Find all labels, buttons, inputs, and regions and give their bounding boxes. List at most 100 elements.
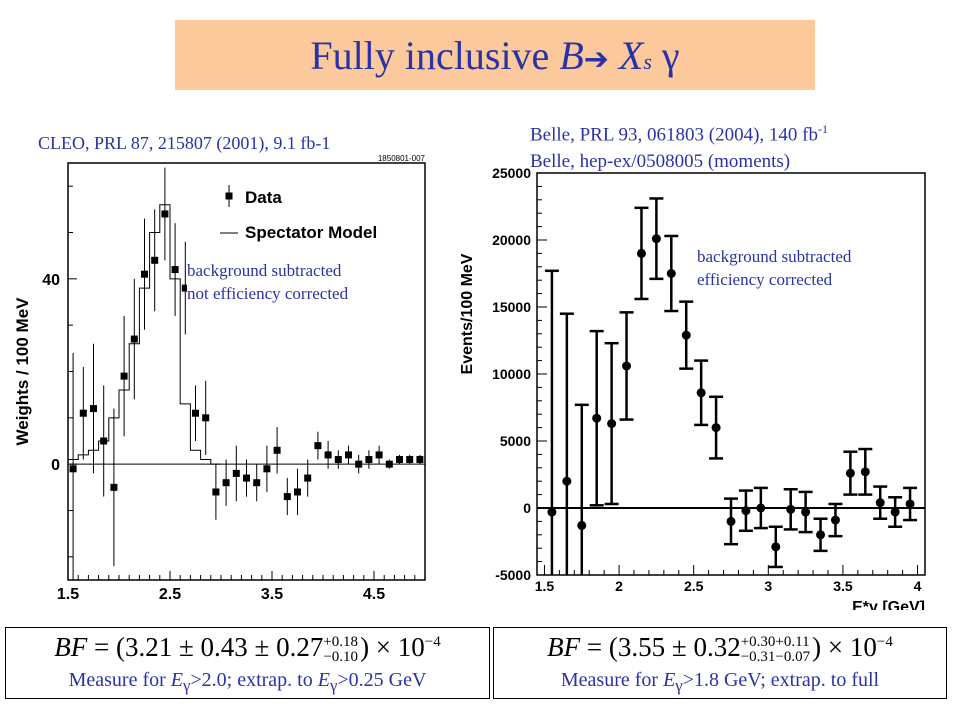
- cleo-data-point: [181, 284, 189, 292]
- title-text: Fully inclusive: [310, 33, 560, 78]
- cleo-data-point: [79, 409, 87, 417]
- cleo-legend-data-label: Data: [245, 188, 282, 207]
- bf-measure-cleo: Measure for Eγ>2.0; extrap. to Eγ>0.25 G…: [6, 669, 489, 696]
- belle-x-tick-label: 1.5: [535, 578, 555, 594]
- cleo-data-point: [304, 474, 312, 482]
- cleo-note: background subtracted not efficiency cor…: [187, 259, 349, 305]
- title-s-subscript: s: [643, 49, 652, 74]
- cleo-data-point: [192, 409, 199, 417]
- belle-y-tick-label: 20000: [492, 232, 531, 248]
- belle-data-point: [622, 361, 632, 371]
- cleo-data-point: [365, 456, 373, 464]
- cleo-data-point: [130, 335, 138, 343]
- belle-y-axis-label: Events/100 MeV: [459, 253, 476, 374]
- cleo-data-point: [212, 488, 220, 496]
- belle-reference-line1: Belle, PRL 93, 061803 (2004), 140 fb-1: [530, 116, 828, 148]
- gamma-subscript: γ: [329, 676, 338, 695]
- belle-reference: Belle, PRL 93, 061803 (2004), 140 fb-1 B…: [530, 116, 828, 175]
- bf-asym-error: +0.18 −0.10: [323, 633, 359, 665]
- cleo-data-point: [375, 451, 383, 459]
- belle-y-tick-label: 25000: [492, 165, 531, 181]
- cleo-data-point: [253, 479, 261, 487]
- belle-data-point: [636, 248, 646, 258]
- measure-text: >2.0; extrap. to: [190, 669, 318, 691]
- cleo-figure-id: 1850801-007: [378, 155, 426, 163]
- e-symbol: E: [170, 669, 183, 691]
- belle-data-point: [756, 503, 766, 513]
- bf-exponent: −4: [876, 634, 893, 650]
- belle-x-tick-label: 4: [914, 578, 922, 594]
- cleo-y-tick-label: 40: [42, 272, 60, 289]
- belle-data-point: [666, 269, 676, 278]
- belle-data-point: [816, 530, 826, 540]
- measure-text: >0.25 GeV: [337, 669, 427, 691]
- cleo-data-point: [273, 446, 281, 454]
- cleo-x-tick-label: 2.5: [159, 586, 181, 603]
- cleo-data-point: [263, 465, 271, 473]
- bf-error-up: +0.18: [323, 633, 359, 650]
- belle-data-point: [905, 499, 915, 509]
- belle-x-tick-label: 2: [615, 578, 623, 594]
- belle-reference-sup: -1: [817, 122, 828, 136]
- belle-x-tick-label: 3: [764, 578, 772, 594]
- bf-error-up: +0.30+0.11: [740, 633, 810, 650]
- e-symbol: E: [663, 669, 676, 691]
- belle-reference-line2: Belle, hep-ex/0508005 (moments): [530, 151, 791, 173]
- cleo-reference: CLEO, PRL 87, 215807 (2001), 9.1 fb-1: [38, 133, 331, 153]
- cleo-x-tick-label: 4.5: [363, 586, 385, 603]
- cleo-data-point: [396, 456, 403, 464]
- belle-data-point: [547, 507, 557, 517]
- title-banner: Fully inclusive B➔ Xs γ: [175, 20, 815, 90]
- bf-box-belle: BF = (3.55 ± 0.32 +0.30+0.11 −0.31−0.07) ×…: [493, 627, 947, 699]
- cleo-data-point: [243, 474, 250, 482]
- cleo-data-point: [90, 405, 97, 413]
- belle-x-axis-label: E*γ [GeV]: [852, 599, 925, 610]
- belle-note: background subtracted efficiency correct…: [697, 245, 852, 291]
- belle-note-line2: efficiency corrected: [697, 270, 833, 289]
- cleo-data-point: [314, 442, 322, 450]
- bf-formula-cleo: BF = (3.21 ± 0.43 ± 0.27 +0.18 −0.10) × 10…: [6, 632, 489, 665]
- cleo-data-point: [69, 465, 77, 473]
- cleo-data-point: [416, 456, 424, 464]
- cleo-y-axis-label: Weights / 100 MeV: [13, 297, 32, 446]
- bf-label: BF: [547, 632, 581, 662]
- cleo-data-point: [151, 256, 159, 264]
- bf-error-down: −0.10: [323, 648, 359, 665]
- belle-data-point: [801, 507, 811, 517]
- belle-data-point: [562, 476, 572, 486]
- cleo-data-point: [294, 488, 301, 496]
- e-symbol: E: [317, 669, 330, 691]
- title-gamma-symbol: γ: [661, 33, 680, 78]
- measure-text: Measure for: [560, 669, 664, 691]
- title-b-symbol: B: [559, 33, 584, 78]
- cleo-data-point: [385, 460, 393, 468]
- bf-scale: ) × 10: [812, 632, 877, 662]
- bf-error-down: −0.31−0.07: [740, 648, 811, 665]
- belle-data-point: [830, 515, 840, 525]
- gamma-subscript: γ: [675, 676, 683, 695]
- cleo-legend-data-marker: [225, 192, 233, 200]
- belle-x-tick-label: 2.5: [684, 578, 704, 594]
- bf-label: BF: [54, 632, 88, 662]
- cleo-data-point: [161, 210, 169, 218]
- cleo-data-point: [171, 266, 179, 274]
- belle-data-point: [845, 468, 855, 478]
- cleo-data-point: [110, 483, 118, 491]
- gamma-subscript: γ: [183, 676, 191, 695]
- slide-title: Fully inclusive B➔ Xs γ: [175, 32, 815, 79]
- belle-data-point: [651, 234, 661, 244]
- cleo-y-tick-label: 0: [51, 457, 60, 474]
- bf-value: = (3.55 ± 0.32: [580, 632, 741, 662]
- belle-data-point: [741, 506, 751, 516]
- belle-data-point: [696, 388, 706, 398]
- belle-note-line1: background subtracted: [697, 247, 852, 266]
- cleo-data-point: [202, 414, 210, 422]
- bf-scale: ) × 10: [360, 632, 425, 662]
- cleo-data-point: [406, 456, 414, 464]
- cleo-data-point: [345, 451, 352, 459]
- belle-y-tick-label: -5000: [495, 567, 531, 583]
- cleo-x-tick-label: 1.5: [57, 586, 79, 603]
- cleo-note-line1: background subtracted: [187, 261, 342, 280]
- belle-data-point: [592, 413, 602, 423]
- bf-value: = (3.21 ± 0.43 ± 0.27: [87, 632, 324, 662]
